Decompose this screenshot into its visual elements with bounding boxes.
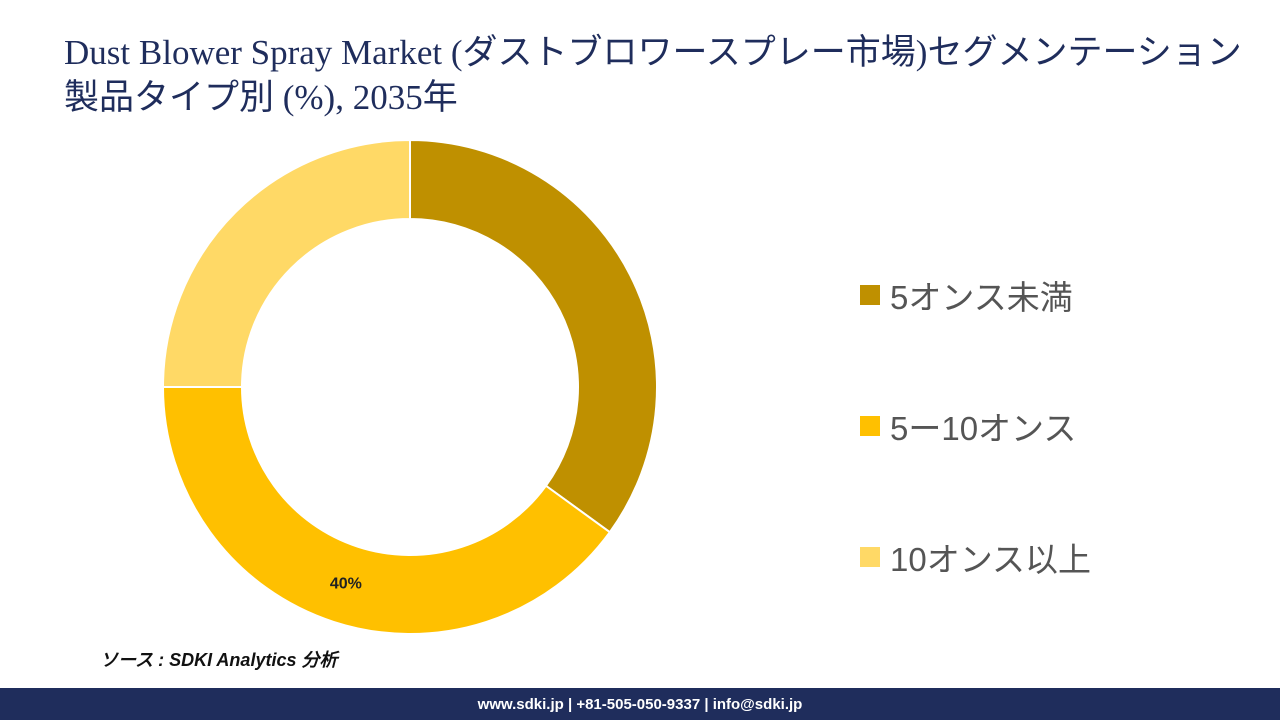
legend-swatch bbox=[860, 285, 880, 305]
legend-item: 5オンス未満 bbox=[860, 270, 1260, 320]
donut-slice bbox=[161, 386, 612, 635]
chart-title: Dust Blower Spray Market (ダストブロワースプレー市場)… bbox=[64, 33, 1242, 117]
legend-label: 5ー10オンス bbox=[890, 410, 1077, 447]
legend-swatch bbox=[860, 416, 880, 436]
legend-item: 10オンス以上 bbox=[860, 532, 1260, 582]
legend-label: 5オンス未満 bbox=[890, 279, 1073, 316]
source-note: ソース : SDKI Analytics 分析 bbox=[100, 650, 338, 670]
slice-data-label: 40% bbox=[330, 576, 362, 593]
legend-label: 10オンス以上 bbox=[890, 541, 1092, 578]
legend: 5オンス未満 5ー10オンス 10オンス以上 bbox=[860, 270, 1260, 663]
donut-slice bbox=[409, 138, 658, 534]
legend-item: 5ー10オンス bbox=[860, 401, 1260, 451]
footer-contact: www.sdki.jp | +81-505-050-9337 | info@sd… bbox=[0, 688, 1280, 720]
donut-slice bbox=[161, 138, 411, 388]
legend-swatch bbox=[860, 547, 880, 567]
